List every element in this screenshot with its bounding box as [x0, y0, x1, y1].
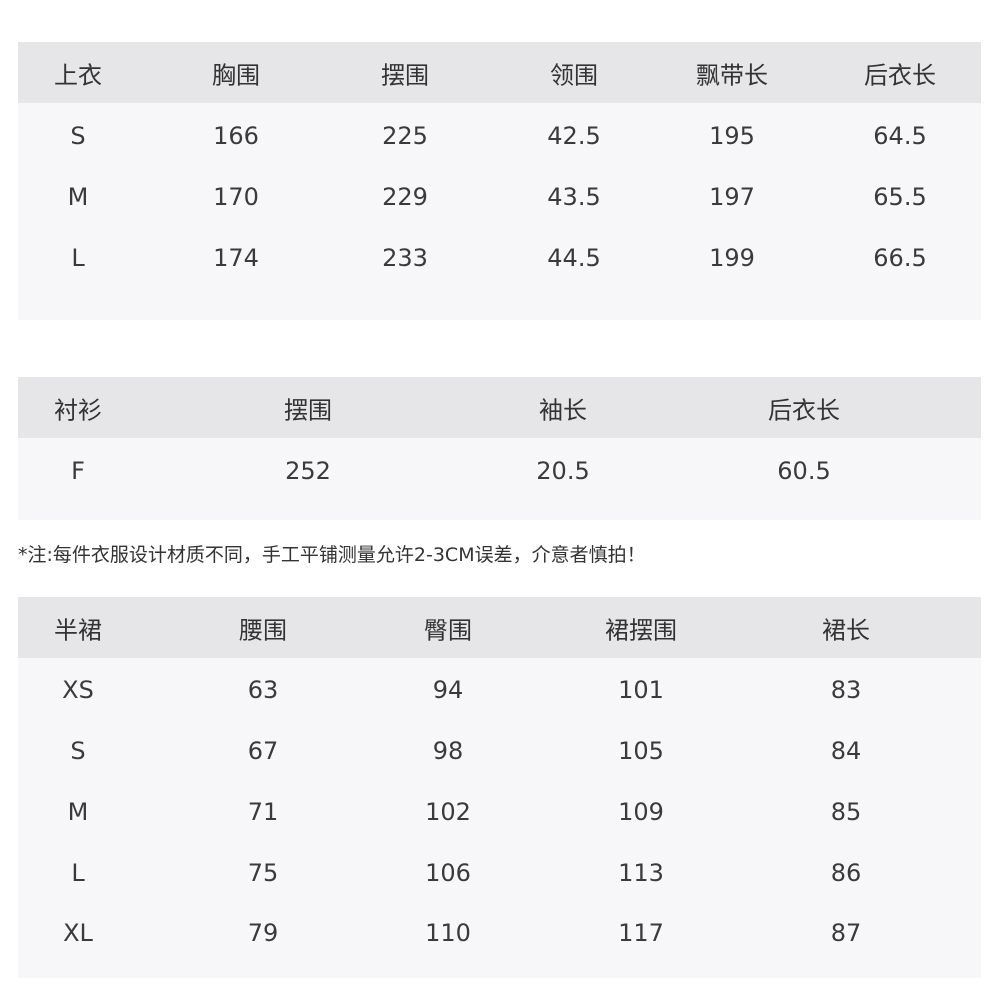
column-header: 上衣: [54, 61, 102, 90]
table-header: 上衣 胸围 摆围 领围 飘带长 后衣长: [18, 42, 981, 103]
table-cell: 87: [830, 919, 862, 947]
table-cell: 65.5: [873, 183, 927, 211]
shirt-size-table: 衬衫 摆围 袖长 后衣长 F 252 20.5 60.5: [18, 377, 981, 520]
table-cell: 102: [425, 798, 471, 826]
table-cell: 166: [213, 122, 259, 150]
top-size-table: 上衣 胸围 摆围 领围 飘带长 后衣长 S 166 225 42.5 195 64.5 M 170 229 4…: [18, 42, 981, 320]
table-cell: L: [71, 859, 85, 887]
table-cell: S: [70, 122, 86, 150]
table-cell: 225: [382, 122, 428, 150]
table-cell: 199: [709, 244, 755, 272]
table-cell: S: [70, 737, 86, 765]
table-cell: 94: [432, 676, 464, 704]
column-header: 领围: [550, 61, 598, 90]
table-cell: 60.5: [777, 457, 831, 485]
table-cell: 71: [247, 798, 279, 826]
table-cell: 229: [382, 183, 428, 211]
column-header: 袖长: [539, 396, 587, 425]
column-header: 衬衫: [54, 396, 102, 425]
table-cell: 64.5: [873, 122, 927, 150]
table-cell: 117: [618, 919, 664, 947]
table-cell: 75: [247, 859, 279, 887]
column-header: 裙摆围: [605, 616, 677, 645]
table-cell: 83: [830, 676, 862, 704]
table-cell: L: [71, 244, 85, 272]
table-cell: 113: [618, 859, 664, 887]
table-cell: 195: [709, 122, 755, 150]
table-cell: 98: [432, 737, 464, 765]
column-header: 摆围: [381, 61, 429, 90]
table-cell: 106: [425, 859, 471, 887]
table-cell: 197: [709, 183, 755, 211]
table-cell: 44.5: [547, 244, 601, 272]
column-header: 后衣长: [768, 396, 840, 425]
column-header: 摆围: [284, 396, 332, 425]
skirt-size-table: 半裙 腰围 臀围 裙摆围 裙长 XS 63 94 101 83 S 67 98 105 84 M 71 102 10…: [18, 597, 981, 978]
table-cell: 105: [618, 737, 664, 765]
table-cell: M: [67, 798, 89, 826]
table-cell: 66.5: [873, 244, 927, 272]
table-cell: F: [71, 457, 85, 485]
column-header: 胸围: [212, 61, 260, 90]
table-cell: 42.5: [547, 122, 601, 150]
table-cell: 43.5: [547, 183, 601, 211]
column-header: 飘带长: [696, 61, 768, 90]
table-cell: 233: [382, 244, 428, 272]
table-cell: 79: [247, 919, 279, 947]
table-cell: 85: [830, 798, 862, 826]
table-cell: 174: [213, 244, 259, 272]
column-header: 半裙: [54, 616, 102, 645]
table-cell: 109: [618, 798, 664, 826]
table-cell: 67: [247, 737, 279, 765]
table-cell: 84: [830, 737, 862, 765]
table-cell: 86: [830, 859, 862, 887]
table-cell: 63: [247, 676, 279, 704]
table-cell: 170: [213, 183, 259, 211]
table-cell: 101: [618, 676, 664, 704]
table-header: 衬衫 摆围 袖长 后衣长: [18, 377, 981, 438]
measurement-note: *注:每件衣服设计材质不同，手工平铺测量允许2-3CM误差，介意者慎拍！: [18, 544, 646, 566]
column-header: 腰围: [239, 616, 287, 645]
table-cell: XL: [63, 919, 93, 947]
table-header: 半裙 腰围 臀围 裙摆围 裙长: [18, 597, 981, 658]
table-cell: 110: [425, 919, 471, 947]
table-cell: 20.5: [536, 457, 590, 485]
table-cell: M: [67, 183, 89, 211]
column-header: 裙长: [822, 616, 870, 645]
table-cell: XS: [62, 676, 94, 704]
column-header: 后衣长: [864, 61, 936, 90]
table-cell: 252: [285, 457, 331, 485]
column-header: 臀围: [424, 616, 472, 645]
